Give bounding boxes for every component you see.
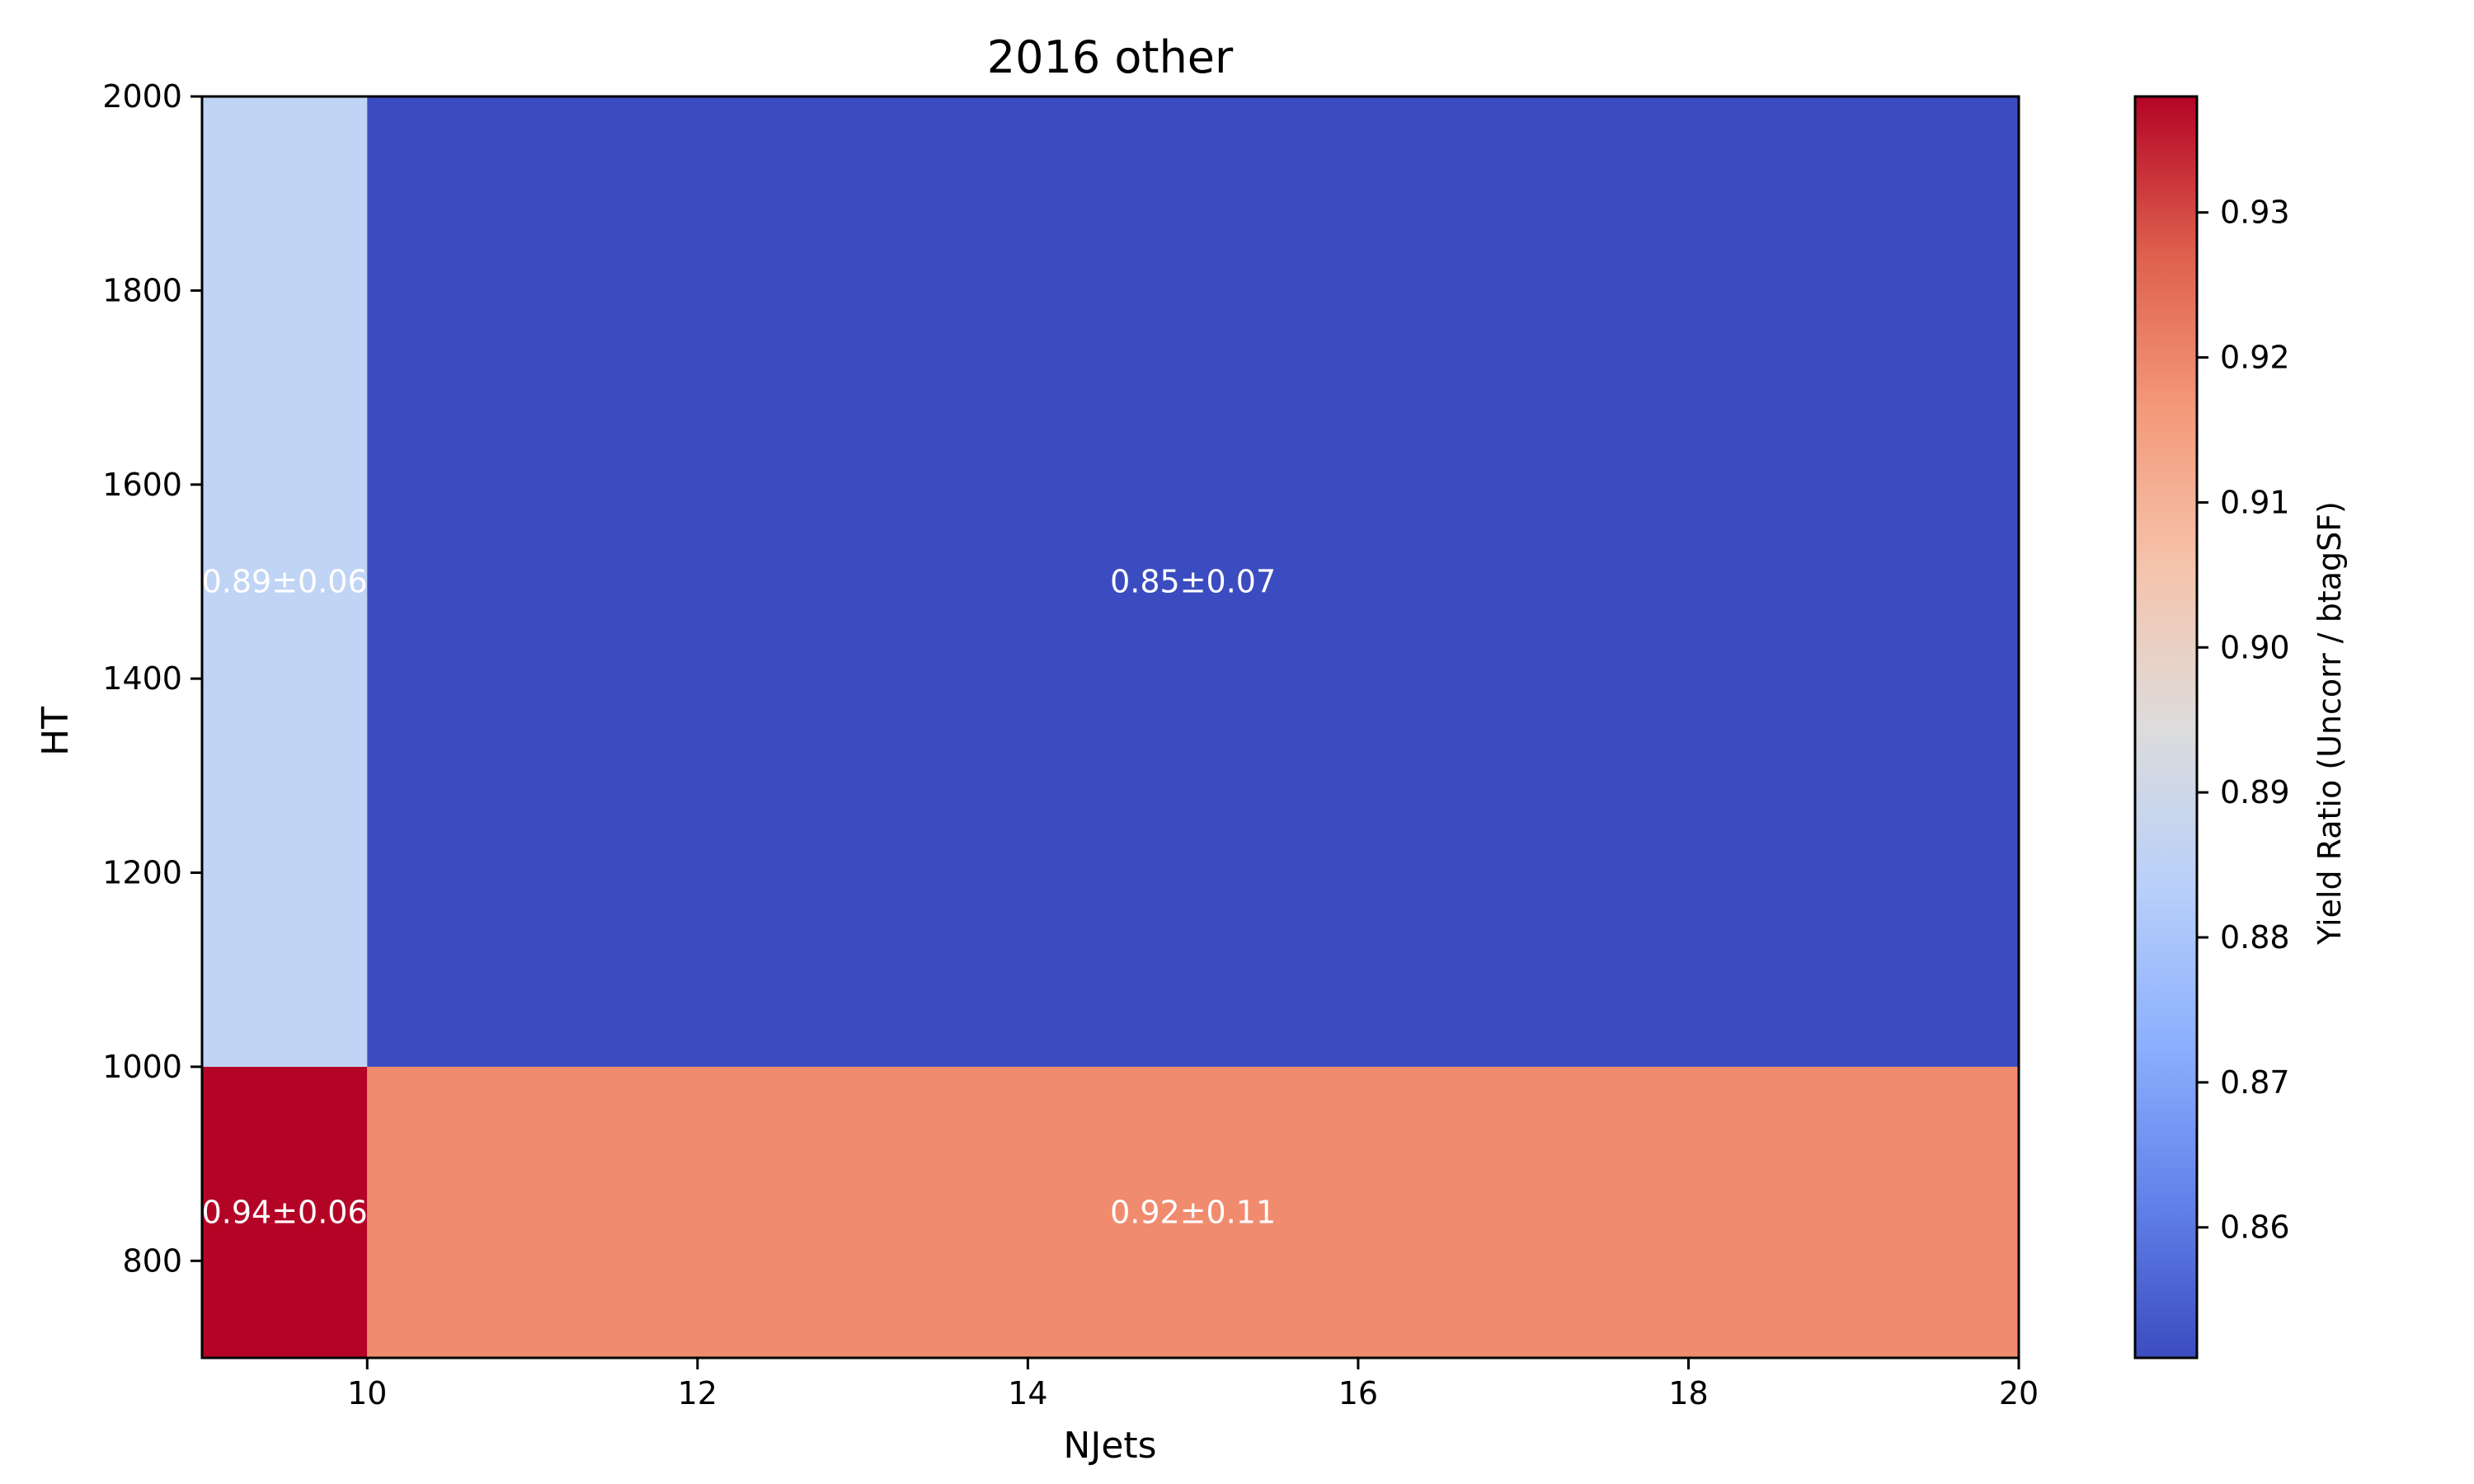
x-tick-label: 16 bbox=[1338, 1375, 1378, 1411]
colorbar-gradient bbox=[2133, 95, 2199, 1360]
x-tick-label: 20 bbox=[1999, 1375, 2039, 1411]
colorbar-tick-label: 0.92 bbox=[2220, 340, 2290, 376]
y-tick-label: 800 bbox=[122, 1242, 182, 1279]
heatmap-cells bbox=[202, 96, 2020, 1358]
plot-frame bbox=[200, 95, 2020, 1360]
x-tick-label: 12 bbox=[678, 1375, 717, 1411]
cell-label-1: 0.92±0.11 bbox=[1110, 1194, 1276, 1230]
cell-label-3: 0.85±0.07 bbox=[1110, 563, 1276, 599]
heatmap-cell-1 bbox=[367, 1066, 2020, 1358]
colorbar-tick-label: 0.86 bbox=[2220, 1209, 2290, 1246]
x-tick-label: 10 bbox=[347, 1375, 387, 1411]
colorbar: 0.86 0.87 0.88 0.89 0.90 0.91 0.92 0.93 Yield R… bbox=[2133, 95, 2348, 1360]
cell-labels: 0.94±0.06 0.92±0.11 0.89±0.06 0.85±0.07 bbox=[202, 563, 1277, 1230]
colorbar-tick-label: 0.91 bbox=[2220, 484, 2290, 520]
colorbar-tick-label: 0.90 bbox=[2220, 629, 2290, 665]
heatmap-cell-2 bbox=[202, 96, 368, 1067]
colorbar-tick-label: 0.93 bbox=[2220, 195, 2290, 231]
heatmap-cell-0 bbox=[202, 1066, 368, 1358]
x-axis-label: NJets bbox=[1063, 1425, 1156, 1467]
colorbar-ticks: 0.86 0.87 0.88 0.89 0.90 0.91 0.92 0.93 bbox=[2197, 195, 2290, 1246]
chart-title: 2016 other bbox=[987, 31, 1234, 83]
cell-label-2: 0.89±0.06 bbox=[202, 563, 368, 599]
y-tick-label: 2000 bbox=[102, 78, 182, 115]
y-tick-label: 1400 bbox=[102, 660, 182, 697]
colorbar-label: Yield Ratio (Uncorr / btagSF) bbox=[2312, 501, 2348, 946]
y-axis: 800 1000 1200 1400 1600 1800 2000 bbox=[102, 78, 202, 1279]
colorbar-tick-label: 0.87 bbox=[2220, 1064, 2290, 1101]
y-tick-label: 1000 bbox=[102, 1049, 182, 1085]
cell-label-0: 0.94±0.06 bbox=[202, 1194, 368, 1230]
y-tick-label: 1600 bbox=[102, 467, 182, 503]
x-tick-label: 18 bbox=[1668, 1375, 1708, 1411]
x-axis: 10 12 14 16 18 20 bbox=[347, 1358, 2039, 1411]
x-tick-label: 14 bbox=[1008, 1375, 1047, 1411]
heatmap-cell-3 bbox=[367, 96, 2020, 1067]
colorbar-tick-label: 0.89 bbox=[2220, 774, 2290, 810]
y-tick-label: 1800 bbox=[102, 272, 182, 308]
y-axis-label: HT bbox=[35, 707, 77, 756]
y-tick-label: 1200 bbox=[102, 855, 182, 891]
colorbar-tick-label: 0.88 bbox=[2220, 919, 2290, 956]
